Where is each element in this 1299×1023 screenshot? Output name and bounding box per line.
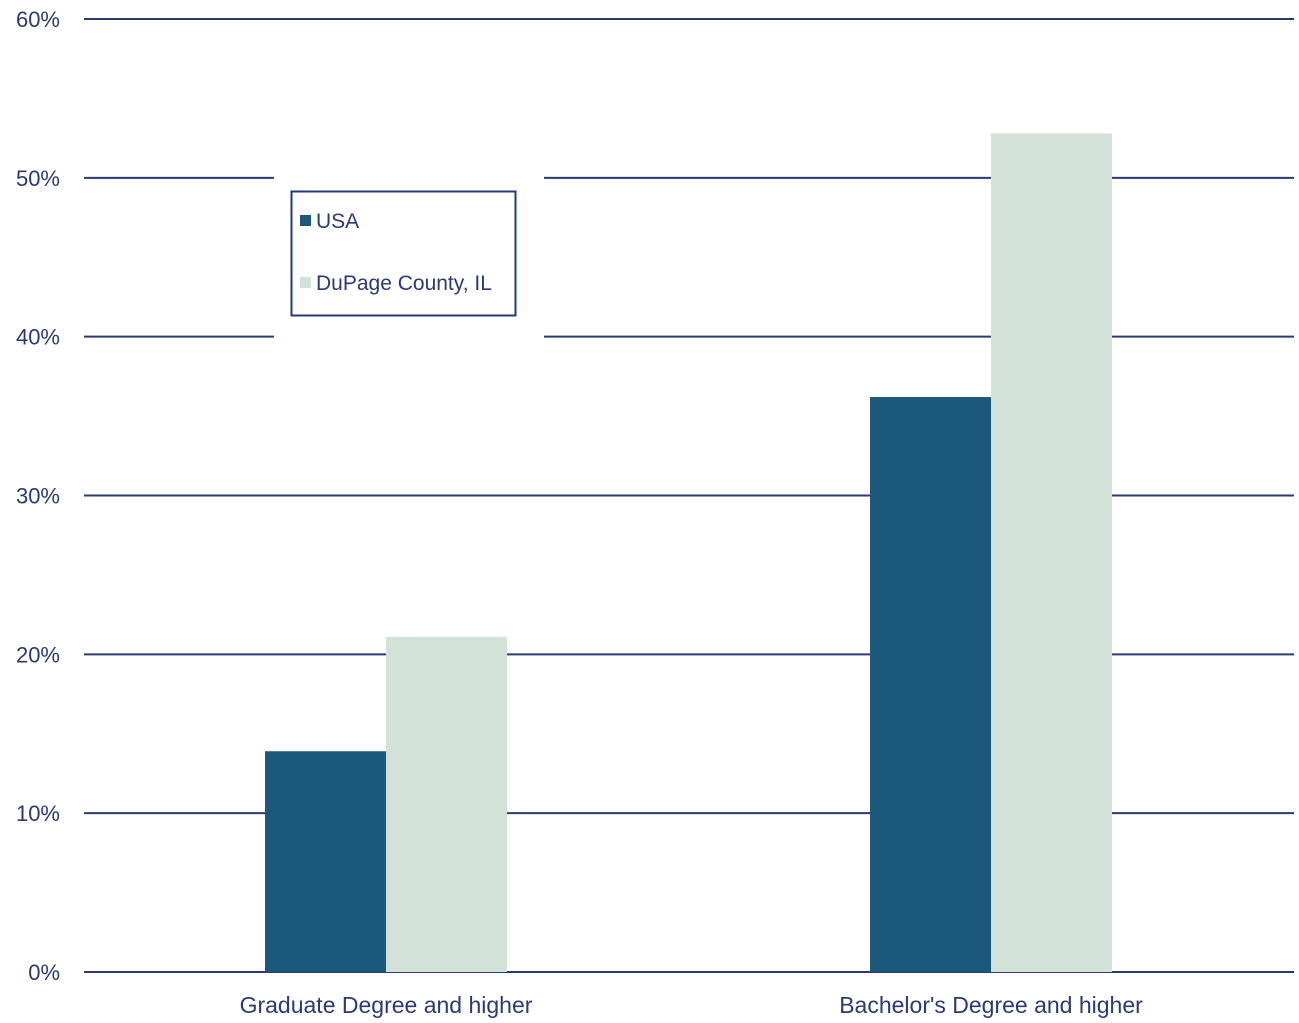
- y-axis-tick-labels: 0% 10% 20% 30% 40% 50% 60%: [16, 7, 60, 985]
- legend-swatch: [300, 277, 311, 288]
- legend-box: [290, 190, 517, 317]
- bar-usa-graduate: [265, 751, 386, 972]
- x-category-label: Bachelor's Degree and higher: [839, 992, 1143, 1018]
- legend: USA DuPage County, IL: [274, 160, 544, 338]
- bars: [265, 133, 1112, 973]
- y-tick-label: 40%: [16, 325, 60, 350]
- bar-usa-bachelors: [870, 397, 991, 973]
- legend-label: DuPage County, IL: [316, 272, 492, 295]
- y-tick-label: 30%: [16, 484, 60, 509]
- x-axis-category-labels: Graduate Degree and higher Bachelor's Deg…: [240, 992, 1144, 1018]
- bar-dupage-graduate: [386, 636, 507, 972]
- y-tick-label: 50%: [16, 166, 60, 191]
- legend-swatch: [300, 215, 311, 226]
- y-tick-label: 0%: [28, 960, 60, 985]
- bar-dupage-bachelors: [991, 133, 1112, 973]
- legend-label: USA: [316, 210, 359, 233]
- y-tick-label: 60%: [16, 7, 60, 32]
- y-tick-label: 10%: [16, 801, 60, 826]
- y-tick-label: 20%: [16, 642, 60, 667]
- x-category-label: Graduate Degree and higher: [240, 992, 533, 1018]
